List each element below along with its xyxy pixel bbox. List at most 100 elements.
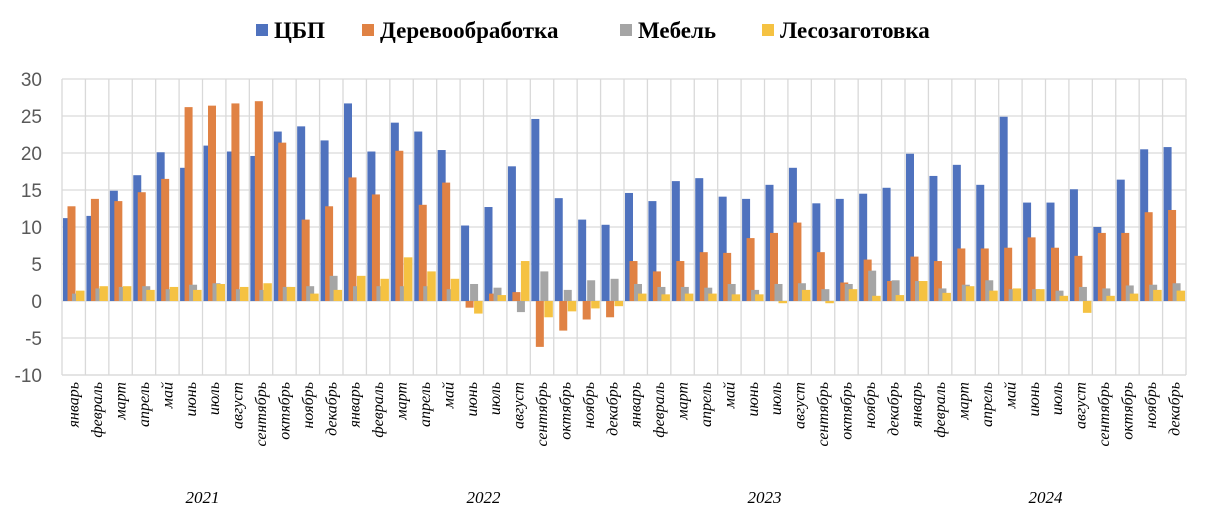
bar-0-29 [742,198,751,301]
x-tick-label: март [113,382,130,421]
legend-swatch-3 [762,24,774,36]
x-tick-label: октябрь [557,382,574,440]
bar-1-22 [582,301,591,320]
y-tick-label: 30 [21,70,42,91]
bar-1-20 [535,301,544,347]
bar-1-5 [184,107,193,302]
bar-1-40 [1004,247,1013,301]
bar-3-9 [286,286,296,301]
bar-1-37 [933,261,942,301]
bar-0-13 [367,151,376,301]
bar-0-24 [625,192,633,301]
bar-1-35 [887,281,896,301]
bar-1-12 [348,177,357,301]
bar-3-15 [427,271,436,301]
bar-3-14 [403,257,413,301]
bar-1-9 [278,142,287,301]
bar-0-35 [882,187,891,301]
x-tick-label: декабрь [885,382,902,436]
bar-1-38 [957,248,966,301]
bar-3-3 [146,289,155,301]
bar-3-12 [357,275,366,301]
x-tick-label: сентябрь [534,382,551,446]
bar-2-20 [540,271,549,301]
bar-0-9 [273,131,282,301]
bar-0-38 [952,164,961,301]
bar-0-5 [180,167,189,301]
bar-0-19 [507,166,516,301]
bar-1-34 [863,259,872,301]
y-tick-label: -10 [15,366,42,387]
year-label: 2021 [186,488,220,507]
bar-0-45 [1116,179,1125,301]
x-tick-label: апрель [136,382,153,427]
bar-0-22 [578,219,587,301]
bar-0-32 [812,203,821,301]
bar-3-19 [520,261,530,301]
bar-2-32 [821,289,830,301]
bar-3-43 [1082,301,1092,313]
bar-0-11 [320,140,329,301]
x-tick-label: декабрь [323,382,340,436]
bar-3-39 [989,290,998,301]
bar-1-13 [371,194,380,301]
bar-0-14 [390,122,399,301]
bar-0-43 [1069,189,1078,301]
bar-3-8 [263,283,272,301]
x-tick-label: март [675,382,692,421]
bar-3-10 [310,293,319,301]
y-tick-label: 20 [21,144,42,165]
bar-1-33 [840,282,849,301]
bar-1-44 [1097,232,1106,301]
legend-label-2: Мебель [638,18,716,43]
bar-3-17 [474,301,483,314]
year-label: 2024 [1029,488,1064,507]
x-tick-label: август [792,382,809,429]
bar-1-14 [395,150,404,301]
bar-2-28 [727,283,736,301]
bar-1-26 [676,261,685,301]
bar-1-24 [629,261,638,301]
bar-0-7 [226,151,235,301]
x-tick-label: июль [1049,382,1066,415]
x-tick-label: август [1073,382,1090,429]
bar-3-23 [614,301,624,307]
x-tick-label: октябрь [276,382,293,440]
bar-3-11 [333,289,343,301]
bar-0-44 [1093,227,1102,301]
bar-1-41 [1027,237,1036,301]
bar-0-4 [156,152,165,301]
bar-0-23 [601,224,610,301]
x-tick-label: март [394,382,411,421]
legend-label-1: Деревообработка [380,18,559,43]
bar-2-19 [516,301,525,313]
bar-3-16 [450,278,460,301]
y-tick-label: -5 [25,329,42,350]
bar-3-21 [567,301,577,312]
bar-3-42 [1059,295,1068,301]
x-tick-label: февраль [89,382,106,438]
bar-0-37 [929,175,938,301]
bar-0-17 [461,225,470,301]
y-tick-label: 25 [21,107,42,128]
bar-0-12 [344,103,352,301]
bar-3-25 [661,294,670,301]
bar-1-39 [980,248,989,301]
bar-1-21 [559,301,568,331]
legend-swatch-1 [362,24,374,36]
x-tick-label: март [956,382,973,421]
bar-1-11 [325,206,334,301]
bar-1-31 [793,222,802,301]
bar-0-46 [1140,149,1149,301]
bar-2-17 [470,283,479,301]
bar-3-13 [380,278,389,301]
x-tick-label: ноябрь [581,382,598,429]
bar-1-3 [137,192,146,301]
bar-1-19 [512,292,521,301]
bar-0-25 [648,201,657,301]
bar-0-40 [999,116,1008,302]
bar-1-18 [489,293,497,301]
x-tick-label: декабрь [1166,382,1183,436]
bar-3-2 [122,286,132,301]
